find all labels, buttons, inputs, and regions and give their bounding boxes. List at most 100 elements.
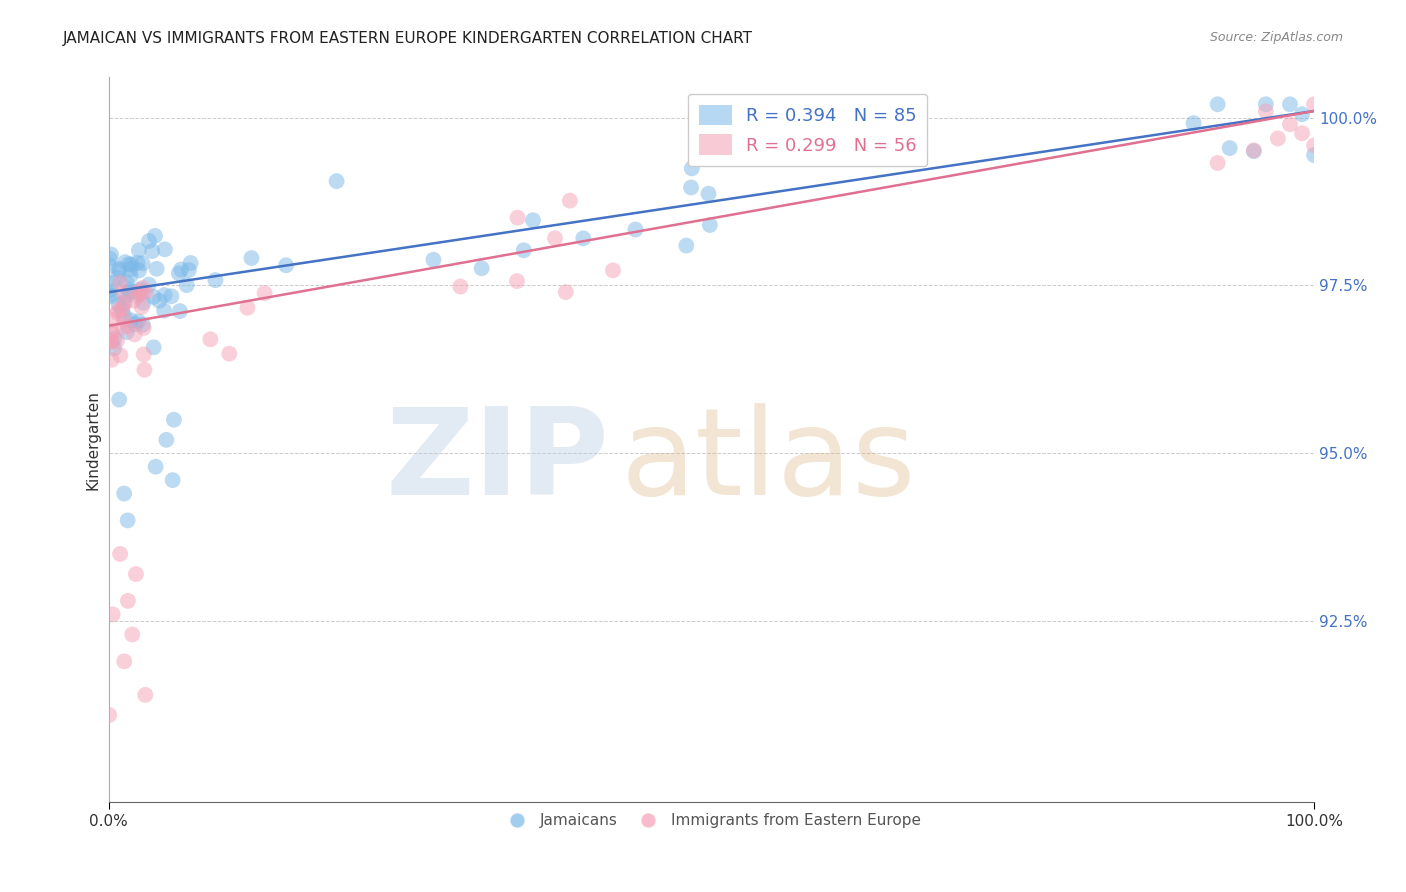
Text: Source: ZipAtlas.com: Source: ZipAtlas.com bbox=[1209, 31, 1343, 45]
Point bbox=[125, 567, 148, 582]
Point bbox=[148, 293, 170, 308]
Point bbox=[98, 708, 121, 723]
Point bbox=[98, 287, 121, 301]
Point bbox=[160, 289, 183, 303]
Point bbox=[236, 301, 259, 315]
Point bbox=[572, 231, 595, 245]
Point bbox=[108, 261, 131, 276]
Point bbox=[1278, 97, 1301, 112]
Point bbox=[112, 486, 135, 500]
Point bbox=[1278, 117, 1301, 131]
Point bbox=[176, 278, 198, 293]
Point bbox=[101, 324, 124, 338]
Point bbox=[422, 252, 444, 267]
Point bbox=[127, 256, 149, 270]
Point bbox=[115, 325, 138, 339]
Point bbox=[103, 332, 125, 346]
Point bbox=[681, 161, 703, 176]
Point bbox=[699, 218, 721, 232]
Point bbox=[111, 320, 134, 334]
Point bbox=[679, 180, 702, 194]
Point bbox=[124, 327, 146, 342]
Point bbox=[134, 688, 156, 702]
Point bbox=[122, 293, 145, 308]
Point bbox=[204, 273, 226, 287]
Point bbox=[101, 276, 124, 290]
Point bbox=[100, 334, 122, 348]
Point bbox=[111, 302, 134, 317]
Point bbox=[127, 289, 149, 303]
Point bbox=[602, 263, 624, 277]
Point bbox=[117, 594, 139, 608]
Point bbox=[131, 285, 153, 300]
Point bbox=[142, 340, 165, 354]
Point bbox=[100, 247, 122, 261]
Point bbox=[506, 274, 529, 288]
Point bbox=[1291, 126, 1313, 140]
Point bbox=[128, 263, 150, 277]
Point bbox=[167, 266, 190, 280]
Point bbox=[105, 334, 128, 348]
Point bbox=[100, 352, 122, 367]
Point bbox=[138, 234, 160, 248]
Y-axis label: Kindergarten: Kindergarten bbox=[86, 390, 100, 490]
Point bbox=[1291, 107, 1313, 121]
Point bbox=[132, 318, 155, 332]
Point bbox=[112, 313, 135, 327]
Point bbox=[135, 285, 157, 300]
Point bbox=[97, 336, 120, 351]
Point bbox=[107, 297, 129, 311]
Point bbox=[132, 347, 155, 361]
Point bbox=[138, 277, 160, 292]
Point bbox=[153, 288, 176, 302]
Point bbox=[100, 289, 122, 303]
Point bbox=[118, 257, 141, 271]
Point bbox=[240, 251, 263, 265]
Point bbox=[127, 314, 149, 328]
Point bbox=[697, 186, 720, 201]
Point bbox=[471, 261, 494, 276]
Point bbox=[449, 279, 471, 293]
Point bbox=[127, 285, 149, 299]
Point bbox=[145, 459, 167, 474]
Point bbox=[131, 256, 153, 270]
Point bbox=[115, 276, 138, 290]
Point bbox=[115, 288, 138, 302]
Point bbox=[162, 473, 184, 487]
Point bbox=[132, 321, 155, 335]
Point bbox=[169, 304, 191, 318]
Point bbox=[1254, 97, 1277, 112]
Point bbox=[558, 194, 581, 208]
Point bbox=[98, 259, 121, 273]
Point bbox=[153, 303, 176, 318]
Point bbox=[145, 261, 167, 276]
Point bbox=[131, 300, 153, 314]
Point bbox=[544, 231, 567, 245]
Point bbox=[1243, 144, 1265, 158]
Point bbox=[111, 301, 134, 316]
Point bbox=[120, 268, 142, 283]
Text: JAMAICAN VS IMMIGRANTS FROM EASTERN EUROPE KINDERGARTEN CORRELATION CHART: JAMAICAN VS IMMIGRANTS FROM EASTERN EURO… bbox=[63, 31, 754, 46]
Point bbox=[142, 290, 165, 304]
Legend: Jamaicans, Immigrants from Eastern Europe: Jamaicans, Immigrants from Eastern Europ… bbox=[495, 807, 927, 835]
Point bbox=[108, 263, 131, 277]
Point bbox=[180, 256, 202, 270]
Point bbox=[1267, 131, 1289, 145]
Point bbox=[131, 281, 153, 295]
Point bbox=[110, 348, 132, 362]
Point bbox=[117, 513, 139, 527]
Point bbox=[1206, 97, 1229, 112]
Point bbox=[153, 243, 176, 257]
Point bbox=[112, 295, 135, 310]
Point bbox=[98, 252, 121, 266]
Point bbox=[513, 244, 536, 258]
Point bbox=[107, 270, 129, 285]
Point bbox=[128, 286, 150, 301]
Point bbox=[124, 317, 146, 331]
Point bbox=[112, 296, 135, 310]
Point bbox=[200, 332, 222, 346]
Point bbox=[107, 306, 129, 320]
Point bbox=[117, 319, 139, 334]
Point bbox=[1303, 148, 1326, 162]
Point bbox=[121, 627, 143, 641]
